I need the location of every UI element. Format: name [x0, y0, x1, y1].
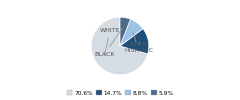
Text: HISPANIC: HISPANIC: [124, 33, 153, 53]
Wedge shape: [120, 19, 143, 46]
Wedge shape: [120, 29, 149, 54]
Wedge shape: [120, 17, 130, 46]
Legend: 70.6%, 14.7%, 8.8%, 5.9%: 70.6%, 14.7%, 8.8%, 5.9%: [66, 89, 174, 97]
Wedge shape: [91, 17, 148, 75]
Text: BLACK: BLACK: [94, 28, 122, 57]
Text: WHITE: WHITE: [100, 28, 120, 55]
Text: ASIAN: ASIAN: [129, 42, 148, 47]
